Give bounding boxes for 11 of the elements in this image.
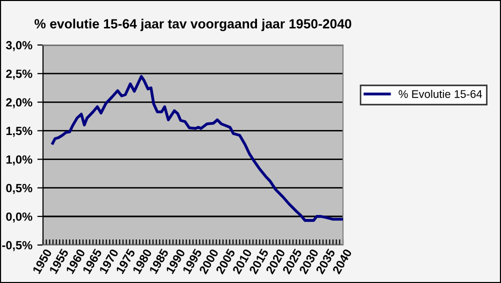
y-tick-label: -0,5% [2,241,32,252]
y-tick-label: 3,0% [6,41,32,52]
y-tick-label: 1,0% [6,155,32,166]
y-tick-label: 2,0% [6,98,32,108]
chart-title: % evolutie 15-64 jaar tav voorgaand jaar 1950-2040 [34,18,352,32]
y-tick-label: 1,5% [6,126,32,137]
legend-label: % Evolutie 15-64 [398,90,482,98]
line-series [51,75,343,222]
y-tick-label: 0,5% [6,184,32,194]
y-tick-label: 2,5% [6,70,32,80]
y-tick-label: 0,0% [6,212,32,223]
